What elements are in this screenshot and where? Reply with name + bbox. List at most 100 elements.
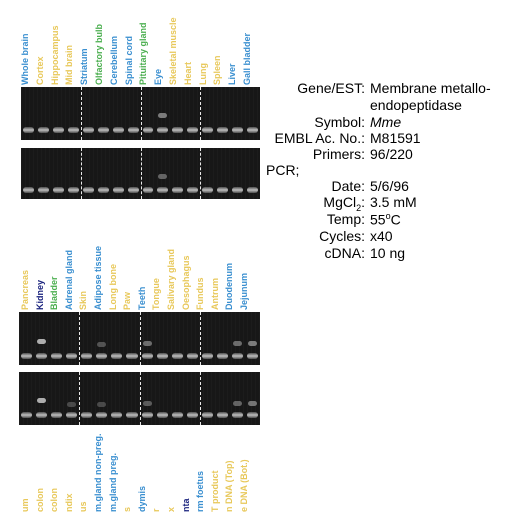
gel-band [231,412,243,418]
lane-label: dymis [137,450,149,512]
gel-band [142,341,152,346]
lane-label-text: us [78,501,89,512]
gel-band [201,353,213,359]
embl-key: EMBL Ac. No.: [274,130,365,146]
gel-band [172,187,184,193]
gene-key: Gene/EST: [297,80,365,96]
gel-band [97,342,107,347]
lane-label-text: n DNA (Top) [224,460,235,512]
gel-band [157,187,169,193]
lane-label: n DNA (Top) [224,450,236,512]
gel-band [187,127,199,133]
gel-band [187,187,199,193]
experiment-info: Gene/EST: Membrane metallo- endopeptidas… [266,80,491,261]
gel-band [247,401,257,406]
primers-value: 96/220 [370,146,413,162]
lane-label: r [151,450,163,512]
gel-band [186,412,198,418]
lane-separator [200,148,202,199]
gel-band [66,353,78,359]
gel-band [51,412,63,418]
cutoff-lane-labels: um colon colon ndix us m.gland non-preg. m.gla… [20,434,270,512]
lane-label-text: r [151,508,162,512]
gel-top-upper [21,87,260,140]
gel-band [81,412,93,418]
gel-band [157,127,169,133]
cycles-key: Cycles: [319,228,365,244]
gel-band [52,187,64,193]
primers-key: Primers: [312,146,365,162]
lane-label-text: Fundus [195,277,206,311]
gel-band [247,127,258,133]
lane-label-text: Paw [122,291,133,310]
gel-band [127,187,139,193]
gel-band [186,353,198,359]
gel-band [37,398,47,403]
lane-label: s [122,450,134,512]
gel-band [23,127,34,133]
gel-band [232,127,244,133]
gel-band [66,412,78,418]
lane-separator [79,372,81,425]
pcr-key: PCR; [266,162,300,178]
gel-band [126,412,138,418]
lane-label: m.gland non-preg. [93,434,105,512]
gel-band [247,341,257,346]
lane-label-text: Kidney [34,279,45,310]
gel-band [111,412,123,418]
gel-band [127,127,139,133]
gel-band [51,353,63,359]
gel-band [37,127,49,133]
lane-label: x [166,450,178,512]
lane-label-text: Teeth [136,286,147,310]
gel-band [158,174,168,179]
gel-band [171,353,183,359]
gene-value-line2: endopeptidase [370,97,462,113]
date-value: 5/6/96 [370,178,409,194]
gel-band [52,127,64,133]
gel-band [97,187,109,193]
lane-separator [140,148,142,199]
lane-label-text: s [122,506,133,512]
gel-band [67,402,77,407]
gel-band [36,353,48,359]
lane-label: ndix [64,450,76,512]
gel-band [246,412,258,418]
symbol-key: Symbol: [314,114,365,130]
gel-band [141,353,153,359]
gel-band [171,412,183,418]
gel-band [142,401,152,406]
lane-label-text: nta [180,498,191,512]
lane-label-text: x [166,506,176,512]
degree-superscript: o [385,211,391,221]
mgcl-key: MgCl2: [323,194,365,213]
lane-label: T product [210,450,222,512]
gene-value-line1: Membrane metallo- [370,80,491,96]
gel-band [172,127,184,133]
lane-label-text: rm foetus [195,470,206,512]
mgcl-subscript: 2 [356,202,362,213]
gel-band [232,401,242,406]
lane-label-text: colon [49,488,60,512]
gel-band [21,412,33,418]
gel-band [231,353,243,359]
gel-band [97,127,109,133]
gel-band [158,113,168,118]
lane-label-text: Bladder [49,276,60,310]
gel-band [67,187,79,193]
gel-band [216,412,228,418]
lane-label: colon [49,450,61,512]
lane-label: nta [181,450,193,512]
gel-band [216,353,228,359]
lane-separator [79,312,81,365]
gel-band [112,187,124,193]
lane-label: e DNA (Bot.) [239,450,251,512]
gel-band [82,127,94,133]
lane-separator [139,312,141,365]
gel-band [97,402,107,407]
gel-band [36,412,48,418]
temp-key: Temp: [326,211,365,227]
gel-band [142,187,154,193]
lane-label: colon [35,450,47,512]
gel-band [141,412,153,418]
